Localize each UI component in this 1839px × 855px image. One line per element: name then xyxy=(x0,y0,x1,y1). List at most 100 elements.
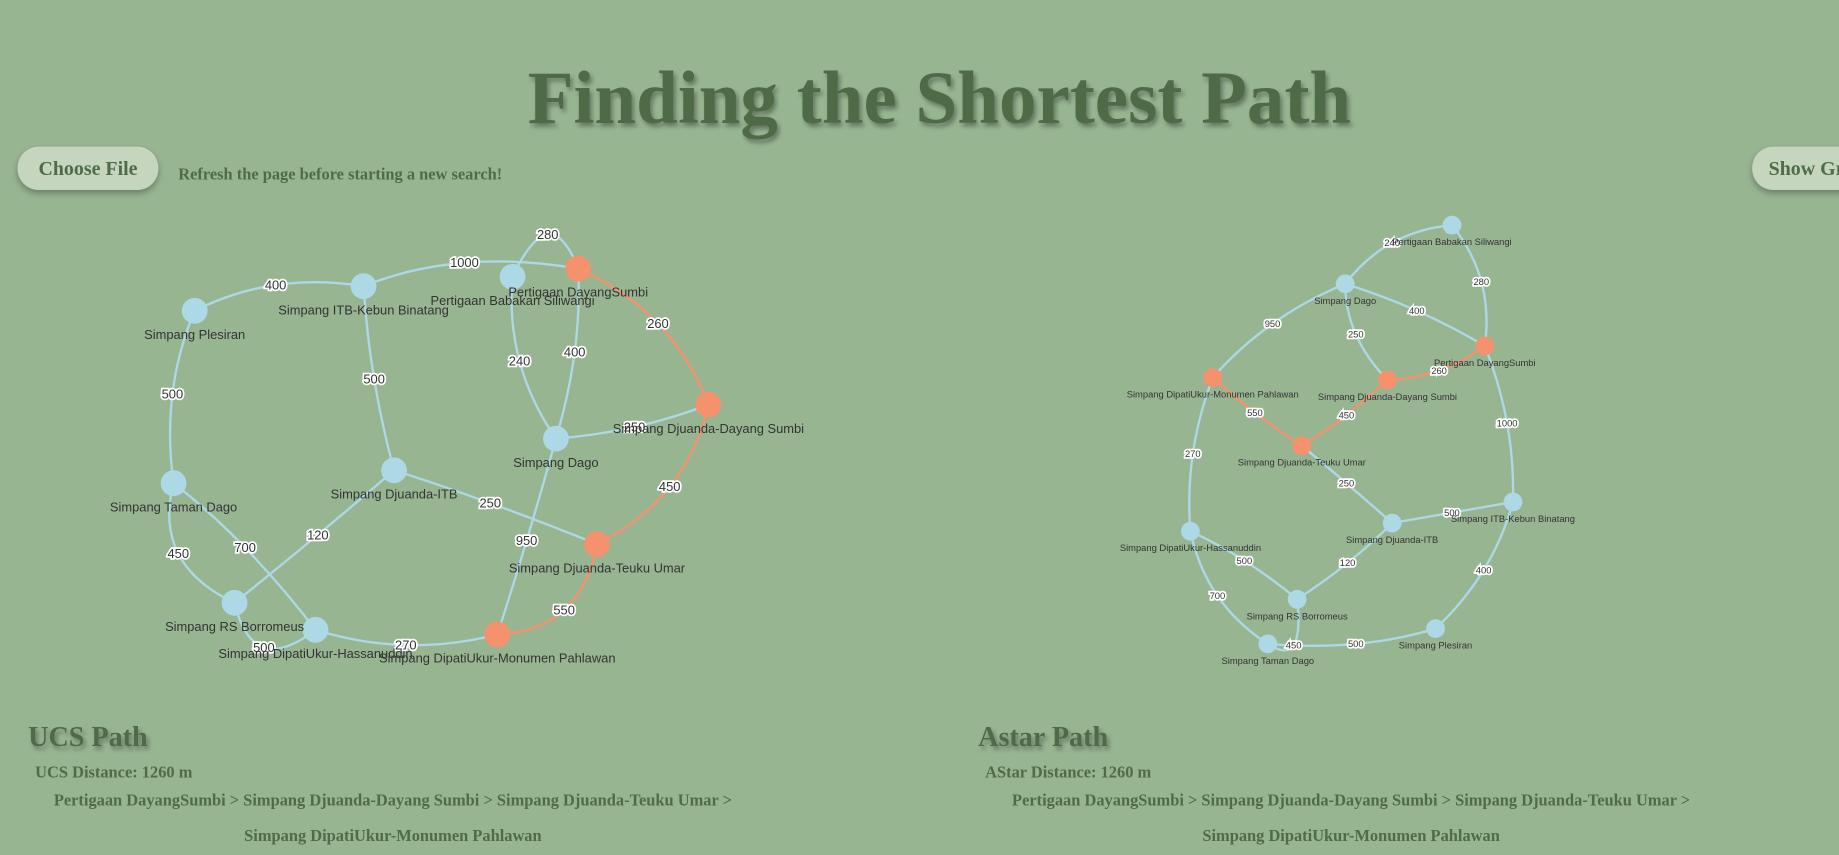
node-label: Simpang ITB-Kebun Binatang xyxy=(278,302,449,317)
node xyxy=(543,425,569,452)
edge-weight: 400 xyxy=(265,278,287,293)
edge xyxy=(1434,501,1515,630)
node xyxy=(1378,370,1397,390)
node xyxy=(1258,634,1278,654)
node xyxy=(1382,513,1402,533)
edge-weight: 450 xyxy=(659,479,681,494)
node xyxy=(584,531,610,558)
node xyxy=(1287,589,1307,609)
node xyxy=(381,457,407,484)
edge xyxy=(1451,224,1488,347)
notice: Refresh the page before starting a new s… xyxy=(178,164,502,183)
node-label: Simpang Dago xyxy=(1314,296,1376,306)
show-graph-button[interactable]: Show Graph xyxy=(1752,146,1839,190)
node xyxy=(565,255,592,282)
button-bg[interactable] xyxy=(17,146,159,191)
node-label: Simpang Djuanda-Teuku Umar xyxy=(509,560,686,575)
edge-weight: 450 xyxy=(168,546,190,561)
node xyxy=(221,589,248,616)
result-heading: Astar Path xyxy=(978,722,1108,753)
edge xyxy=(1301,379,1389,447)
node xyxy=(1475,336,1495,356)
edge-weight: 950 xyxy=(516,533,538,548)
edge xyxy=(1189,531,1269,645)
edge xyxy=(315,628,498,647)
edge-weight: 400 xyxy=(1476,565,1492,575)
astar-graph: 400 1000 280 260 240 400 250 450 500 250 950 550 500… xyxy=(1120,215,1575,666)
node-label: Simpang RS Borromeus xyxy=(165,619,304,634)
node-label: Pertigaan DayangSumbi xyxy=(1434,358,1536,368)
edge-weight: 280 xyxy=(537,227,559,242)
page-title: Finding the Shortest Path xyxy=(528,57,1352,140)
choose-file-button[interactable]: Choose File xyxy=(17,146,159,191)
node xyxy=(1426,619,1445,639)
edge xyxy=(1211,376,1303,447)
edge-weight: 700 xyxy=(1210,591,1226,601)
edge-weight: 120 xyxy=(1340,558,1356,568)
edge-weight: 240 xyxy=(509,354,531,369)
route-line: Simpang DipatiUkur-Monumen Pahlawan xyxy=(1202,826,1499,845)
node-label: Simpang DipatiUkur-Hassanuddin xyxy=(1120,543,1261,553)
edge xyxy=(577,267,710,406)
node-label: Simpang Djuanda-ITB xyxy=(331,486,458,501)
edge-weight: 500 xyxy=(162,387,184,402)
node xyxy=(695,391,722,418)
button-label[interactable]: Choose File xyxy=(38,158,137,180)
node-label: Simpang Djuanda-ITB xyxy=(1346,535,1438,545)
edge-weight: 120 xyxy=(307,527,329,542)
edge xyxy=(596,404,710,546)
edge-weight: 1000 xyxy=(1497,419,1518,429)
node xyxy=(181,297,208,324)
node xyxy=(302,616,329,643)
edge-weight: 950 xyxy=(1265,319,1281,329)
edge-weight: 400 xyxy=(1409,306,1425,316)
edge-weight: 700 xyxy=(234,540,256,555)
edge xyxy=(1387,345,1486,382)
edge-weight: 250 xyxy=(1339,478,1355,488)
distance: UCS Distance: 1260 m xyxy=(35,763,193,782)
edge-weight: 260 xyxy=(1431,366,1447,376)
edge xyxy=(555,403,709,440)
edge-weight: 240 xyxy=(1384,238,1400,248)
edge xyxy=(168,482,236,604)
node-label: Simpang Djuanda-Teuku Umar xyxy=(1238,458,1366,468)
edge-weight: 450 xyxy=(1286,640,1302,650)
edge-weight: 550 xyxy=(553,602,575,617)
node xyxy=(1335,274,1355,294)
route-line: Simpang DipatiUkur-Monumen Pahlawan xyxy=(244,826,542,845)
button-label[interactable]: Show Graph xyxy=(1769,158,1839,180)
edge xyxy=(393,469,598,546)
edge-weight: 1000 xyxy=(450,255,479,270)
node-label: Simpang Djuanda-Dayang Sumbi xyxy=(613,421,804,436)
edge xyxy=(496,438,558,635)
node-label: Simpang RS Borromeus xyxy=(1247,611,1348,621)
route-line: Pertigaan DayangSumbi > Simpang Djuanda-… xyxy=(1012,791,1690,810)
edge xyxy=(1391,500,1514,525)
node-label: Simpang Dago xyxy=(513,455,598,470)
edge xyxy=(1344,282,1486,347)
edge-weight: 500 xyxy=(363,371,385,386)
node xyxy=(1442,215,1462,235)
node xyxy=(484,621,511,648)
edge-weight: 250 xyxy=(1348,330,1364,340)
edge xyxy=(510,276,557,440)
distance: AStar Distance: 1260 m xyxy=(985,763,1151,782)
node xyxy=(1292,436,1312,456)
edge xyxy=(1188,377,1214,532)
node xyxy=(1181,521,1200,541)
edge xyxy=(233,469,395,604)
node-label: Simpang DipatiUkur-Monumen Pahlawan xyxy=(1127,390,1299,400)
node-label: Simpang DipatiUkur-Hassanuddin xyxy=(218,646,412,661)
edge xyxy=(1267,627,1436,647)
button-bg[interactable] xyxy=(1752,146,1839,190)
edge-weight: 250 xyxy=(624,419,646,434)
edge-weight: 500 xyxy=(1444,508,1460,518)
node-label: Simpang DipatiUkur-Monumen Pahlawan xyxy=(379,651,615,666)
edge xyxy=(194,281,364,312)
edge-weight: 270 xyxy=(395,638,417,653)
ucs-graph: 400 1000 280 260 240 400 250 450 500 250 950 550 500… xyxy=(110,225,804,666)
node xyxy=(160,470,187,497)
